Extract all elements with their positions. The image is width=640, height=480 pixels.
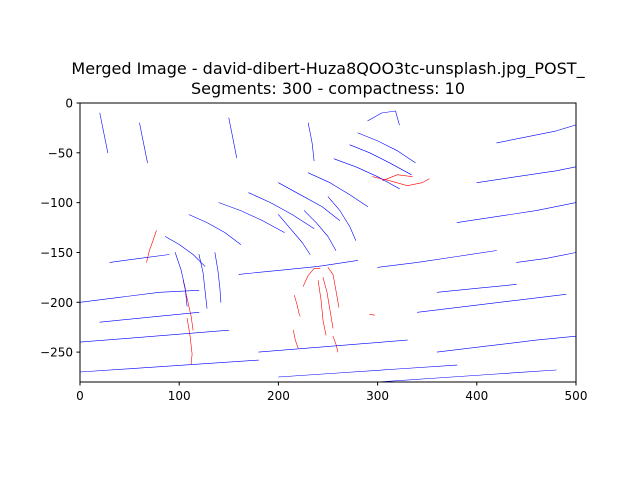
blue-contour-segment-1 bbox=[357, 132, 416, 164]
blue-contour-segment-31 bbox=[307, 122, 315, 162]
blue-contour-segment-24 bbox=[416, 293, 567, 313]
red-contour-segment-9 bbox=[332, 335, 339, 353]
blue-contour-segment-19 bbox=[456, 202, 577, 223]
blue-contour-segment-18 bbox=[377, 250, 497, 268]
blue-contour-segment-9 bbox=[165, 236, 206, 267]
red-contour-segment-12 bbox=[369, 313, 375, 316]
blue-contour-segment-0 bbox=[367, 110, 400, 126]
blue-contour-segment-3 bbox=[333, 158, 400, 189]
blue-contour-segment-2 bbox=[349, 144, 412, 175]
axes-frame bbox=[79, 102, 577, 383]
blue-contour-segment-11 bbox=[198, 254, 208, 309]
red-contour-segment-10 bbox=[372, 176, 430, 186]
red-contour-segment-6 bbox=[317, 280, 327, 336]
red-contour-segment-8 bbox=[327, 267, 340, 308]
y-tick-label: −100 bbox=[40, 196, 73, 210]
blue-contour-segment-17 bbox=[238, 260, 359, 275]
blue-contour-segment-13 bbox=[278, 214, 311, 255]
y-tick-label: 0 bbox=[65, 97, 73, 111]
blue-contour-segment-6 bbox=[248, 192, 315, 229]
blue-contour-segment-15 bbox=[327, 196, 357, 241]
blue-contour-segment-20 bbox=[476, 166, 577, 183]
red-contour-segment-5 bbox=[302, 268, 321, 287]
x-tick-label: 300 bbox=[366, 389, 389, 403]
blue-contour-segment-25 bbox=[79, 359, 259, 373]
red-contour-segment-11 bbox=[382, 174, 413, 181]
blue-contour-segment-33 bbox=[99, 311, 200, 323]
blue-contour-segment-16 bbox=[79, 289, 200, 303]
y-tick-label: −200 bbox=[40, 296, 73, 310]
x-tick-label: 0 bbox=[76, 389, 84, 403]
blue-contour-segment-5 bbox=[278, 182, 341, 221]
blue-contour-segment-8 bbox=[188, 214, 241, 245]
blue-contour-segment-10 bbox=[174, 252, 188, 307]
blue-contour-segment-21 bbox=[496, 124, 577, 144]
blue-contour-segment-14 bbox=[303, 210, 337, 251]
blue-contour-segment-30 bbox=[228, 117, 237, 159]
blue-contour-segment-29 bbox=[139, 122, 148, 164]
blue-contour-segment-36 bbox=[516, 252, 577, 263]
blue-contour-segment-35 bbox=[436, 284, 517, 293]
blue-contour-segment-32 bbox=[109, 254, 170, 263]
y-tick-label: −250 bbox=[40, 346, 73, 360]
blue-contour-segment-27 bbox=[436, 335, 577, 353]
y-tick-label: −150 bbox=[40, 246, 73, 260]
chart-subtitle: Segments: 300 - compactness: 10 bbox=[191, 79, 465, 98]
blue-contour-segment-23 bbox=[258, 339, 408, 353]
x-tick-label: 400 bbox=[465, 389, 488, 403]
chart-title: Merged Image - david-dibert-Huza8QOO3tc-… bbox=[71, 59, 585, 78]
blue-contour-segment-7 bbox=[218, 202, 285, 233]
blue-contour-segment-4 bbox=[307, 172, 369, 207]
red-contour-segment-3 bbox=[293, 294, 301, 317]
x-tick-label: 100 bbox=[168, 389, 191, 403]
blue-contour-segment-22 bbox=[79, 329, 230, 343]
red-contour-segment-2 bbox=[186, 317, 193, 365]
x-tick-label: 200 bbox=[267, 389, 290, 403]
blue-contour-segment-34 bbox=[377, 369, 557, 383]
blue-contour-segment-12 bbox=[214, 252, 222, 303]
ticks-layer: 0 100 200 300 400 500 0 −50 −100 −150 −200 −250 bbox=[40, 97, 587, 404]
red-contour-segment-0 bbox=[146, 230, 157, 263]
blue-contour-segment-28 bbox=[99, 112, 109, 154]
lines-layer bbox=[79, 110, 577, 383]
x-tick-label: 500 bbox=[565, 389, 588, 403]
y-tick-label: −50 bbox=[48, 146, 73, 160]
red-contour-segment-4 bbox=[292, 329, 299, 349]
red-contour-segment-7 bbox=[322, 277, 334, 329]
blue-contour-segment-26 bbox=[278, 364, 458, 378]
